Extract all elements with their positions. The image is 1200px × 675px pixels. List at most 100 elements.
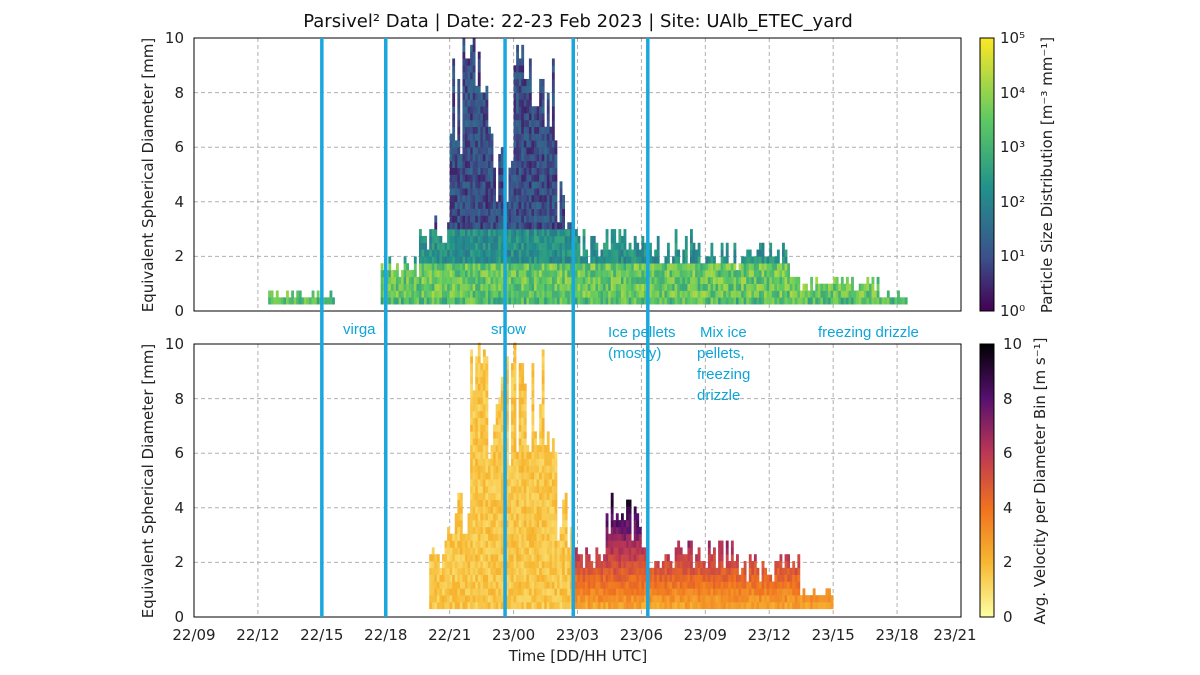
velocity-cell (628, 526, 632, 535)
velocity-cell (620, 533, 624, 541)
velocity-cell (539, 574, 543, 582)
bottom-colorbar-tick-label: 10 (1003, 335, 1022, 353)
velocity-cell (638, 567, 642, 575)
psd-cell (470, 208, 473, 216)
psd-cell (449, 283, 453, 291)
velocity-cell (431, 574, 435, 582)
velocity-cell (544, 595, 548, 603)
velocity-cell (600, 581, 604, 589)
psd-cell (434, 263, 438, 271)
psd-cell (636, 242, 640, 250)
velocity-cell (470, 526, 473, 535)
psd-cell (482, 154, 486, 162)
psd-cell (482, 92, 486, 100)
velocity-cell (641, 595, 645, 603)
psd-cell (526, 263, 530, 271)
psd-cell (480, 276, 484, 285)
psd-cell (485, 270, 489, 278)
velocity-cell (485, 431, 489, 439)
psd-cell (454, 188, 458, 196)
psd-cell (439, 297, 443, 305)
velocity-cell (485, 410, 489, 419)
psd-cell (549, 297, 553, 305)
velocity-cell (521, 390, 525, 398)
psd-cell (741, 263, 744, 271)
psd-cell (472, 215, 476, 223)
velocity-cell (429, 554, 433, 562)
psd-cell (587, 276, 591, 285)
velocity-cell (495, 431, 499, 439)
velocity-cell (792, 601, 796, 610)
velocity-cell (615, 554, 619, 562)
psd-cell (534, 106, 537, 114)
velocity-cell (730, 547, 734, 555)
velocity-cell (521, 417, 525, 425)
velocity-cell (610, 554, 614, 562)
velocity-cell (475, 540, 479, 548)
psd-cell (787, 276, 791, 285)
psd-cell (465, 222, 468, 230)
psd-cell (863, 297, 867, 305)
velocity-cell (794, 581, 798, 589)
psd-cell (462, 140, 466, 148)
velocity-cell (580, 581, 583, 589)
velocity-cell (610, 540, 614, 548)
velocity-cell (659, 574, 663, 582)
velocity-cell (459, 601, 463, 610)
psd-cell (725, 290, 729, 298)
velocity-cell (544, 479, 548, 487)
velocity-cell (477, 417, 481, 425)
velocity-cell (454, 567, 458, 575)
velocity-cell (523, 601, 527, 610)
velocity-cell (528, 581, 532, 589)
velocity-cell (495, 574, 499, 582)
psd-cell (477, 99, 481, 107)
psd-cell (406, 270, 410, 278)
velocity-cell (513, 465, 517, 473)
velocity-cell (500, 390, 504, 398)
velocity-cell (753, 554, 757, 562)
velocity-cell (753, 567, 757, 575)
velocity-cell (475, 404, 479, 412)
psd-cell (439, 256, 443, 264)
psd-cell (298, 290, 302, 298)
velocity-cell (508, 472, 512, 480)
velocity-cell (564, 554, 568, 562)
psd-cell (508, 249, 512, 257)
psd-cell (551, 256, 555, 264)
velocity-cell (523, 438, 527, 446)
psd-cell (516, 270, 519, 278)
psd-cell (720, 263, 724, 271)
psd-cell (516, 140, 519, 148)
psd-cell (574, 242, 578, 250)
psd-cell (465, 201, 468, 209)
psd-cell (536, 147, 540, 155)
psd-cell (812, 290, 816, 298)
psd-cell (390, 297, 394, 305)
velocity-cell (603, 588, 606, 596)
velocity-cell (549, 547, 553, 555)
psd-cell (748, 283, 752, 291)
velocity-cell (505, 506, 509, 514)
psd-cell (485, 160, 489, 168)
velocity-cell (475, 595, 479, 603)
psd-cell (465, 85, 468, 93)
velocity-cell (610, 499, 614, 507)
velocity-cell (620, 574, 624, 582)
velocity-cell (498, 588, 502, 596)
velocity-cell (628, 513, 632, 521)
velocity-cell (472, 438, 476, 446)
psd-cell (462, 126, 466, 134)
velocity-cell (526, 492, 530, 500)
psd-cell (493, 242, 496, 250)
psd-cell (544, 283, 548, 291)
psd-cell (664, 270, 668, 278)
velocity-cell (710, 561, 714, 569)
velocity-cell (482, 479, 486, 487)
velocity-cell (521, 506, 525, 514)
psd-cell (493, 297, 496, 305)
psd-cell (672, 297, 675, 305)
psd-cell (562, 194, 566, 203)
velocity-cell (472, 458, 476, 466)
velocity-cell (539, 588, 543, 596)
